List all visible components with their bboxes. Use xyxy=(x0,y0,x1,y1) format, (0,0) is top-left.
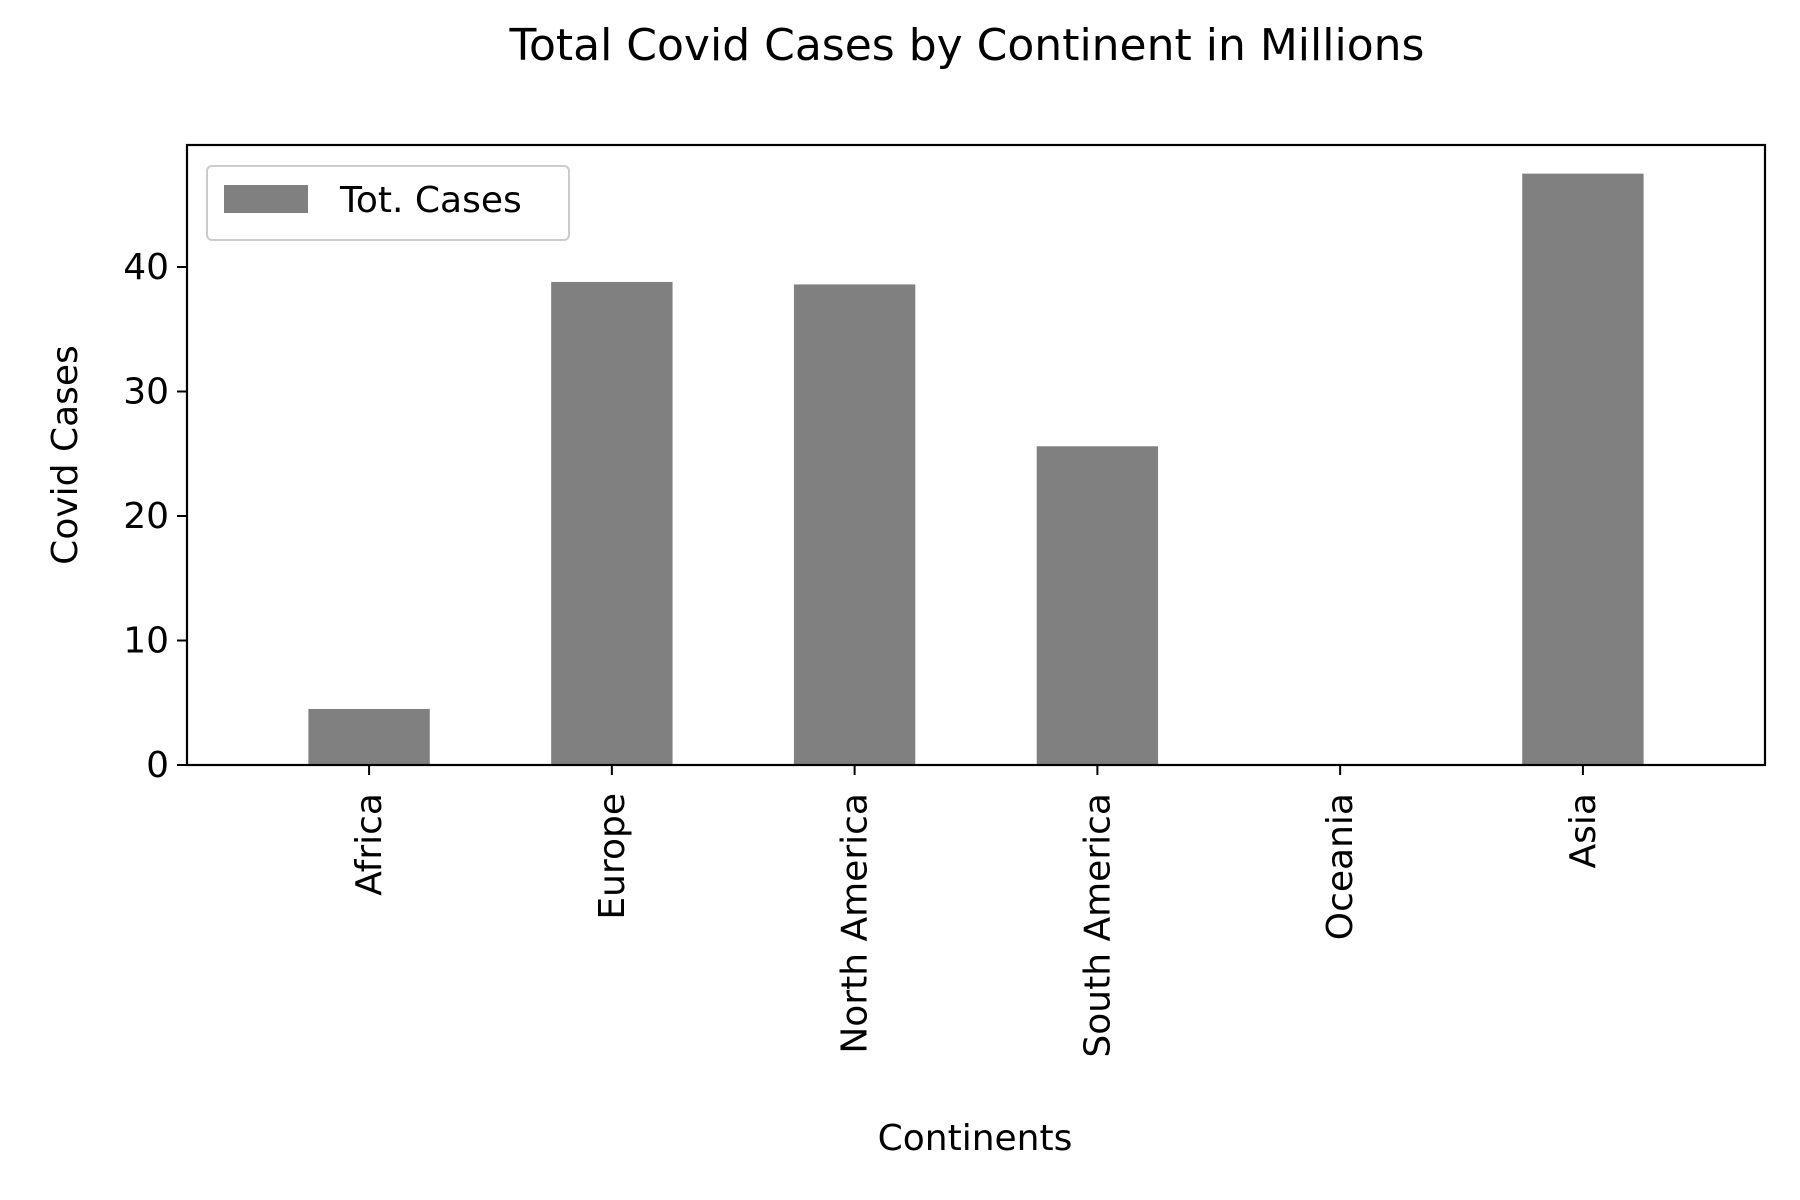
y-tick-label: 30 xyxy=(123,372,169,413)
x-tick-label: Africa xyxy=(349,793,390,896)
bars-group xyxy=(308,173,1644,766)
x-tick-label: South America xyxy=(1077,793,1118,1058)
legend-label: Tot. Cases xyxy=(339,180,522,221)
legend-swatch xyxy=(224,185,308,213)
y-tick-label: 20 xyxy=(123,496,169,537)
bar-asia xyxy=(1522,173,1644,766)
y-tick-label: 40 xyxy=(123,247,169,288)
x-axis-label: Continents xyxy=(878,1118,1073,1159)
y-tick-label: 0 xyxy=(146,745,169,786)
plot-frame xyxy=(185,143,1767,767)
x-tick-label: North America xyxy=(835,793,876,1054)
legend-frame xyxy=(206,165,570,241)
bar-europe xyxy=(551,281,673,765)
legend: Tot. Cases xyxy=(206,165,570,241)
bar-south-america xyxy=(1036,446,1159,765)
x-tick-label: Asia xyxy=(1563,793,1604,868)
y-axis: 0 10 20 30 40 xyxy=(123,247,187,786)
bar-africa xyxy=(308,708,430,765)
x-tick-label: Europe xyxy=(592,793,633,920)
x-tick-label: Oceania xyxy=(1320,793,1361,940)
y-tick-label: 10 xyxy=(123,621,169,662)
bar-north-america xyxy=(793,284,916,765)
chart-title: Total Covid Cases by Continent in Millio… xyxy=(509,20,1425,71)
y-axis-label: Covid Cases xyxy=(45,345,86,565)
x-axis: Africa Europe North America South America Oc… xyxy=(349,765,1604,1058)
